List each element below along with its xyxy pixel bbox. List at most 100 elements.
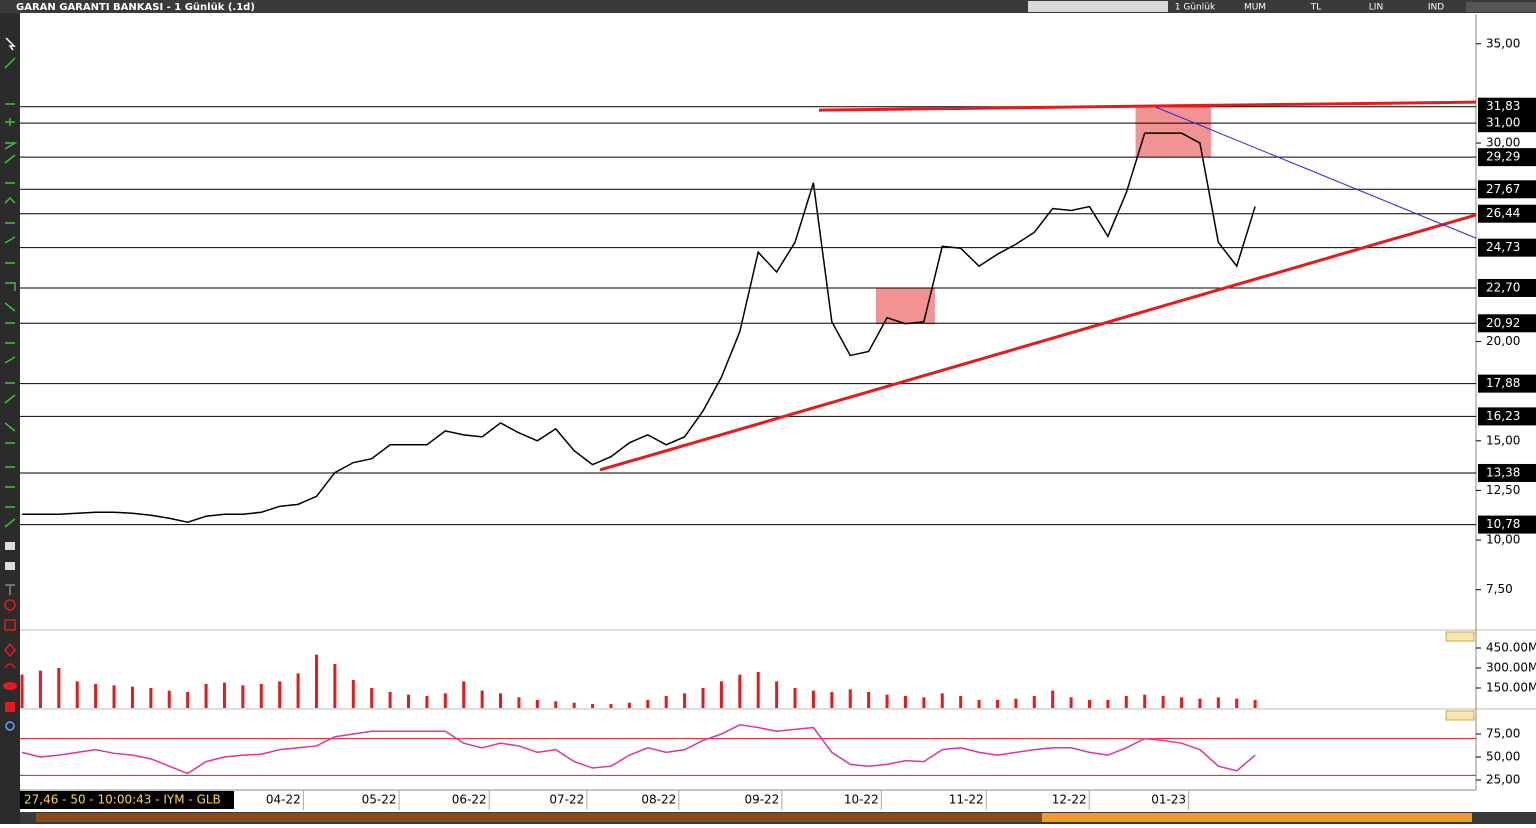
y-tick-label: 450.00M bbox=[1486, 641, 1536, 655]
panel-buttons[interactable] bbox=[1445, 631, 1475, 642]
y-tick-label: 50,00 bbox=[1486, 749, 1520, 763]
volume-bar bbox=[1106, 700, 1110, 708]
level-label-box bbox=[1478, 278, 1536, 297]
volume-bar bbox=[830, 692, 834, 708]
y-tick-label: 20,00 bbox=[1486, 334, 1520, 348]
volume-bar bbox=[885, 694, 889, 708]
volume-bar bbox=[572, 702, 576, 708]
volume-bar bbox=[793, 688, 797, 708]
volume-bar bbox=[756, 672, 760, 708]
volume-bar bbox=[627, 702, 631, 708]
level-label-box bbox=[1478, 374, 1536, 393]
x-tick-label: 11-22 bbox=[949, 793, 984, 807]
volume-bar bbox=[75, 681, 79, 708]
level-label: 10,78 bbox=[1486, 517, 1520, 531]
style-button[interactable]: MUM bbox=[1244, 3, 1266, 13]
volume-bar bbox=[443, 693, 447, 708]
level-label-box bbox=[1478, 314, 1536, 333]
scrollbar-range[interactable] bbox=[36, 813, 1472, 822]
level-label: 24,73 bbox=[1486, 240, 1520, 254]
highlight-box bbox=[1135, 105, 1211, 157]
volume-bar bbox=[646, 700, 650, 708]
volume-bar bbox=[112, 685, 116, 708]
volume-bar bbox=[57, 668, 61, 708]
indicator-button[interactable]: IND bbox=[1428, 3, 1444, 13]
level-label-box bbox=[1478, 180, 1536, 199]
pointer-tool[interactable] bbox=[5, 37, 16, 51]
drawing-tools[interactable] bbox=[4, 103, 18, 528]
eraser-all-tool[interactable] bbox=[5, 562, 15, 570]
volume-bar bbox=[517, 697, 521, 708]
volume-bar bbox=[149, 688, 153, 708]
ellipse-tool[interactable] bbox=[3, 682, 17, 690]
volume-bar bbox=[499, 693, 503, 708]
y-tick-label: 10,00 bbox=[1486, 533, 1520, 547]
volume-bar bbox=[940, 693, 944, 708]
volume-bar bbox=[278, 681, 282, 708]
highlight-box bbox=[875, 287, 935, 325]
shape-tool[interactable] bbox=[4, 642, 16, 658]
panel-buttons[interactable] bbox=[1445, 710, 1475, 721]
volume-bar bbox=[591, 704, 595, 708]
volume-bar bbox=[20, 674, 24, 708]
volume-bar bbox=[351, 680, 355, 708]
circle-tool[interactable] bbox=[4, 599, 16, 611]
volume-bar bbox=[1180, 697, 1184, 708]
level-label-box bbox=[1478, 97, 1536, 116]
volume-bar bbox=[811, 690, 815, 708]
x-tick-label: 06-22 bbox=[452, 793, 487, 807]
window-controls[interactable] bbox=[1466, 2, 1536, 12]
toolbar-icons[interactable] bbox=[1028, 1, 1168, 12]
eraser-tool[interactable] bbox=[5, 542, 15, 550]
volume-bar bbox=[480, 690, 484, 708]
volume-bar bbox=[775, 681, 779, 708]
rect-tool[interactable] bbox=[4, 619, 16, 631]
volume-bar bbox=[1087, 700, 1091, 708]
volume-bar bbox=[388, 692, 392, 708]
volume-bar bbox=[167, 690, 171, 708]
x-tick-label: 04-22 bbox=[266, 793, 301, 807]
level-label-box bbox=[1478, 463, 1536, 482]
volume-bar bbox=[204, 684, 208, 708]
level-label-box bbox=[1478, 407, 1536, 426]
volume-bar bbox=[241, 685, 245, 708]
level-label: 27,67 bbox=[1486, 182, 1520, 196]
currency-button[interactable]: TL bbox=[1310, 3, 1322, 13]
scale-button[interactable]: LIN bbox=[1369, 3, 1383, 13]
refresh-tool[interactable] bbox=[5, 721, 15, 731]
text-tool[interactable] bbox=[5, 584, 15, 595]
volume-bar bbox=[609, 704, 613, 708]
volume-bar bbox=[977, 700, 981, 708]
arc-tool[interactable] bbox=[4, 663, 16, 669]
tool-icons[interactable] bbox=[3, 37, 18, 731]
window-title: GARAN GARANTI BANKASI - 1 Günlük (.1d) bbox=[16, 2, 255, 13]
volume-bar bbox=[370, 688, 374, 708]
volume-bar bbox=[186, 692, 190, 708]
level-label: 29,29 bbox=[1486, 150, 1520, 164]
x-tick-label: 12-22 bbox=[1052, 793, 1087, 807]
y-tick-label: 15,00 bbox=[1486, 433, 1520, 447]
volume-bar bbox=[664, 696, 668, 708]
fill-tool[interactable] bbox=[5, 702, 15, 712]
volume-bar bbox=[959, 696, 963, 708]
level-label: 31,00 bbox=[1486, 116, 1520, 130]
trend-line bbox=[599, 213, 1477, 472]
period-button[interactable]: 1 Günlük bbox=[1175, 3, 1216, 13]
y-tick-label: 30,00 bbox=[1486, 136, 1520, 150]
level-label-box bbox=[1478, 515, 1536, 534]
volume-bar bbox=[130, 686, 134, 708]
volume-bar bbox=[1253, 700, 1257, 708]
level-label: 31,83 bbox=[1486, 99, 1520, 113]
scrollbar-thumb[interactable] bbox=[1042, 813, 1472, 822]
volume-bar bbox=[1051, 690, 1055, 708]
level-label: 13,38 bbox=[1486, 465, 1520, 479]
x-tick-label: 09-22 bbox=[744, 793, 779, 807]
line-tool[interactable] bbox=[4, 57, 16, 69]
volume-bar bbox=[94, 684, 98, 708]
y-tick-label: 150.00M bbox=[1486, 681, 1536, 695]
x-tick-label: 01-23 bbox=[1151, 793, 1186, 807]
volume-bar bbox=[1069, 697, 1073, 708]
